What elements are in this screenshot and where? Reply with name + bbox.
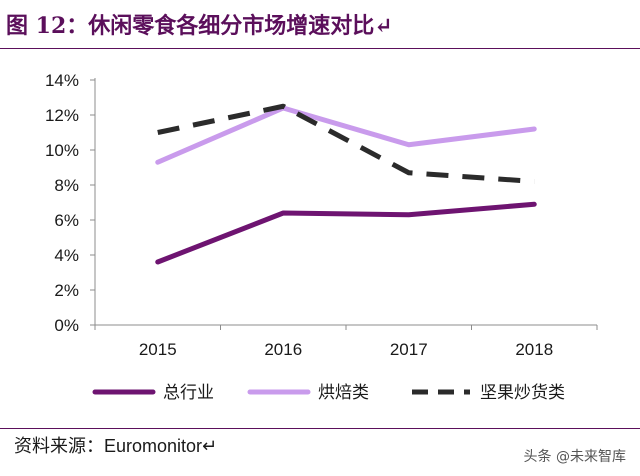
legend-label-0: 总行业 <box>163 383 214 402</box>
series-line-0 <box>155 201 537 265</box>
series-line-1 <box>155 105 537 165</box>
x-tick-label: 2018 <box>515 340 553 359</box>
y-tick-label: 4% <box>54 246 79 265</box>
y-tick-label: 10% <box>45 141 79 160</box>
title-rule <box>0 48 640 49</box>
source-note: 资料来源：Euromonitor↵ <box>14 436 218 456</box>
x-tick-label: 2016 <box>264 340 302 359</box>
chart-title: 图 12：休闲零食各细分市场增速对比↵ <box>6 13 393 39</box>
y-tick-label: 14% <box>45 71 79 90</box>
legend-label-1: 烘焙类 <box>318 383 369 402</box>
y-tick-label: 0% <box>54 316 79 335</box>
watermark: 头条 @未来智库 <box>523 449 626 465</box>
y-tick-label: 6% <box>54 211 79 230</box>
x-tick-label: 2017 <box>390 340 428 359</box>
x-tick-label: 2015 <box>139 340 177 359</box>
y-tick-label: 2% <box>54 281 79 300</box>
y-tick-label: 8% <box>54 176 79 195</box>
series-line-2 <box>157 103 535 184</box>
legend-label-2: 坚果炒货类 <box>480 383 565 402</box>
line-chart: 0% 2% 4% 6% 8% 10% 12% 14% 2015 2016 2017 2018 总行业 烘… <box>45 71 598 402</box>
source-rule <box>0 428 640 429</box>
y-tick-label: 12% <box>45 106 79 125</box>
